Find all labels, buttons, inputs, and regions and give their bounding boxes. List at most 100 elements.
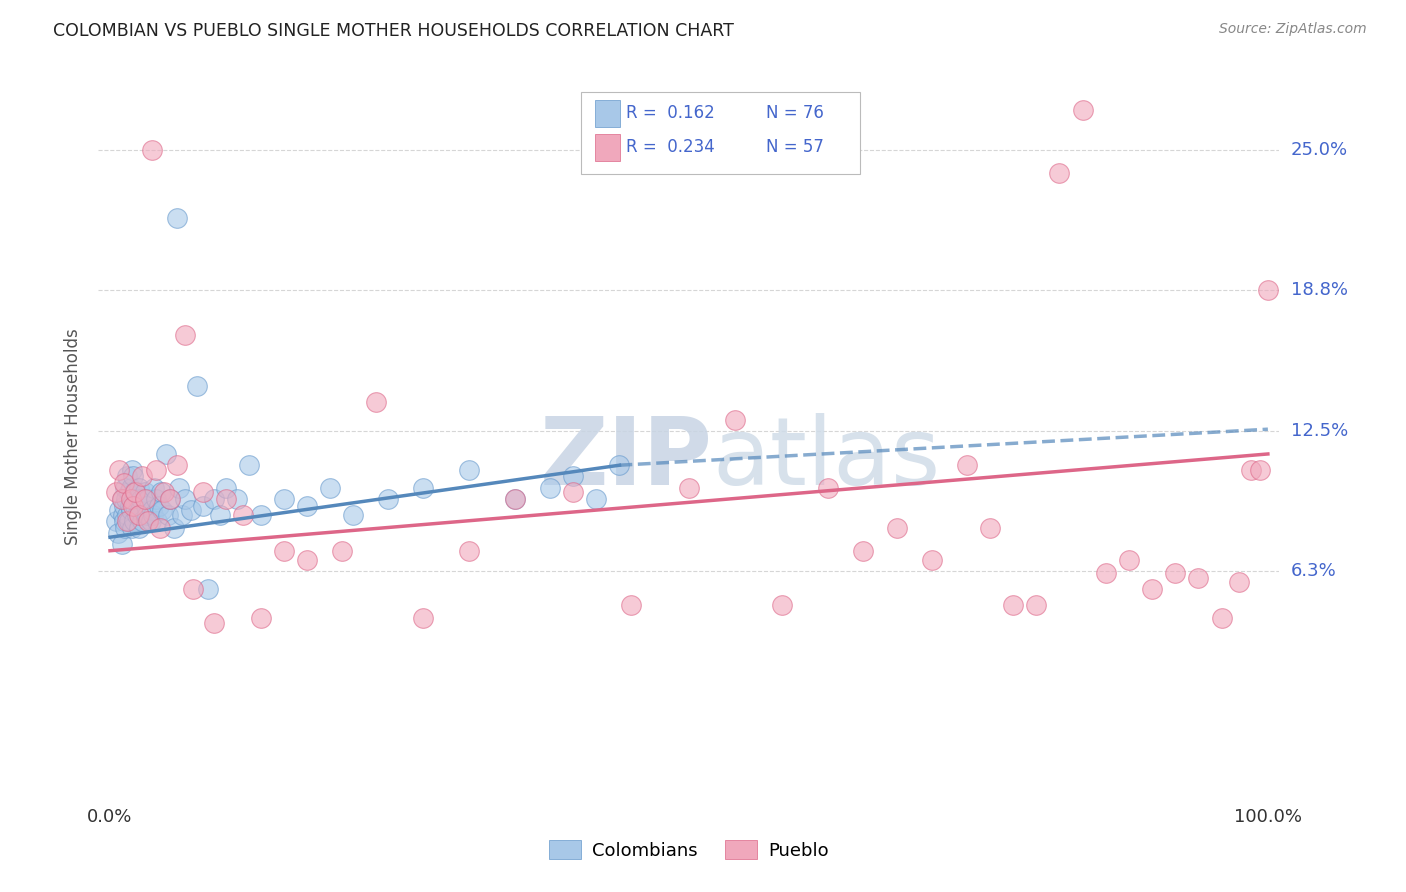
Point <box>174 327 197 342</box>
Point <box>120 503 142 517</box>
Point <box>145 491 167 506</box>
Text: N = 76: N = 76 <box>766 104 824 122</box>
Point <box>114 521 136 535</box>
Point <box>120 481 142 495</box>
Text: ZIP: ZIP <box>540 413 713 505</box>
Point <box>163 521 186 535</box>
Point <box>273 491 295 506</box>
Point <box>724 413 747 427</box>
Text: 6.3%: 6.3% <box>1291 562 1336 580</box>
Point <box>273 543 295 558</box>
Point <box>295 499 318 513</box>
Point <box>232 508 254 522</box>
Point <box>111 508 134 522</box>
Point <box>142 508 165 522</box>
Point <box>135 499 157 513</box>
Point <box>155 447 177 461</box>
Point <box>1249 463 1271 477</box>
Point <box>1118 553 1140 567</box>
Point <box>121 521 143 535</box>
Point <box>1164 566 1187 581</box>
Text: atlas: atlas <box>713 413 941 505</box>
Point <box>117 515 139 529</box>
Point <box>562 485 585 500</box>
Point <box>170 508 193 522</box>
Text: N = 57: N = 57 <box>766 138 824 156</box>
Point <box>295 553 318 567</box>
Point <box>1094 566 1116 581</box>
Point <box>159 491 181 506</box>
Point <box>128 481 150 495</box>
Point <box>249 611 271 625</box>
Point <box>136 515 159 529</box>
Point <box>125 508 148 522</box>
Point <box>458 463 481 477</box>
Point <box>156 508 179 522</box>
Point <box>112 499 135 513</box>
Point <box>110 537 132 551</box>
Point <box>186 379 208 393</box>
Point <box>117 485 139 500</box>
Point <box>979 521 1001 535</box>
Point <box>153 485 176 500</box>
Point <box>169 481 191 495</box>
Point <box>1002 598 1025 612</box>
Point <box>538 481 561 495</box>
Point <box>585 491 607 506</box>
Point <box>148 499 170 513</box>
Point <box>956 458 979 473</box>
Point <box>852 543 875 558</box>
Point <box>117 469 139 483</box>
Point <box>166 211 188 225</box>
Point <box>1049 166 1071 180</box>
Point <box>104 485 127 500</box>
Point <box>118 499 141 513</box>
Point <box>921 553 943 567</box>
Point <box>136 508 159 522</box>
Point <box>122 491 145 506</box>
Point <box>134 485 156 500</box>
Point <box>238 458 260 473</box>
Point <box>139 515 162 529</box>
Point <box>134 491 156 506</box>
Point <box>124 485 146 500</box>
Point <box>149 485 172 500</box>
Y-axis label: Single Mother Households: Single Mother Households <box>65 329 83 545</box>
Point <box>330 543 353 558</box>
Point <box>609 458 631 473</box>
Text: Source: ZipAtlas.com: Source: ZipAtlas.com <box>1219 22 1367 37</box>
Text: R =  0.234: R = 0.234 <box>626 138 714 156</box>
Point <box>503 491 526 506</box>
Point <box>149 521 172 535</box>
Point <box>1227 575 1250 590</box>
Point <box>124 485 146 500</box>
Point <box>115 491 138 506</box>
Point <box>128 508 150 522</box>
Point <box>141 143 163 157</box>
Point <box>208 508 231 522</box>
Point <box>1140 582 1163 596</box>
Point <box>1025 598 1047 612</box>
Point <box>112 476 135 491</box>
Point <box>319 481 342 495</box>
Point <box>366 395 388 409</box>
Point <box>166 458 188 473</box>
Point <box>129 491 152 506</box>
Point <box>124 485 146 500</box>
Legend: Colombians, Pueblo: Colombians, Pueblo <box>541 833 837 867</box>
Point <box>136 491 159 506</box>
Text: 25.0%: 25.0% <box>1291 141 1348 159</box>
Point <box>124 499 146 513</box>
Point <box>122 499 145 513</box>
Point <box>215 491 238 506</box>
Point <box>131 515 153 529</box>
Text: COLOMBIAN VS PUEBLO SINGLE MOTHER HOUSEHOLDS CORRELATION CHART: COLOMBIAN VS PUEBLO SINGLE MOTHER HOUSEH… <box>53 22 734 40</box>
Point <box>1239 463 1261 477</box>
Point <box>197 582 219 596</box>
Point <box>129 503 152 517</box>
Point <box>141 503 163 517</box>
Point <box>145 463 167 477</box>
Point <box>110 491 132 506</box>
Point <box>215 481 238 495</box>
Point <box>249 508 271 522</box>
